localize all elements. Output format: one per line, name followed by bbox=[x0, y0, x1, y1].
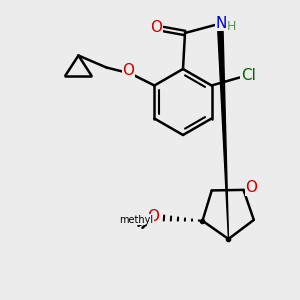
Text: O: O bbox=[148, 209, 160, 224]
Text: H: H bbox=[226, 20, 236, 34]
Polygon shape bbox=[217, 20, 229, 239]
Text: Cl: Cl bbox=[241, 68, 256, 83]
Text: N: N bbox=[215, 16, 227, 31]
Text: O: O bbox=[150, 20, 162, 35]
Text: O: O bbox=[122, 63, 134, 78]
Text: methyl: methyl bbox=[119, 215, 154, 225]
Text: O: O bbox=[245, 180, 257, 195]
